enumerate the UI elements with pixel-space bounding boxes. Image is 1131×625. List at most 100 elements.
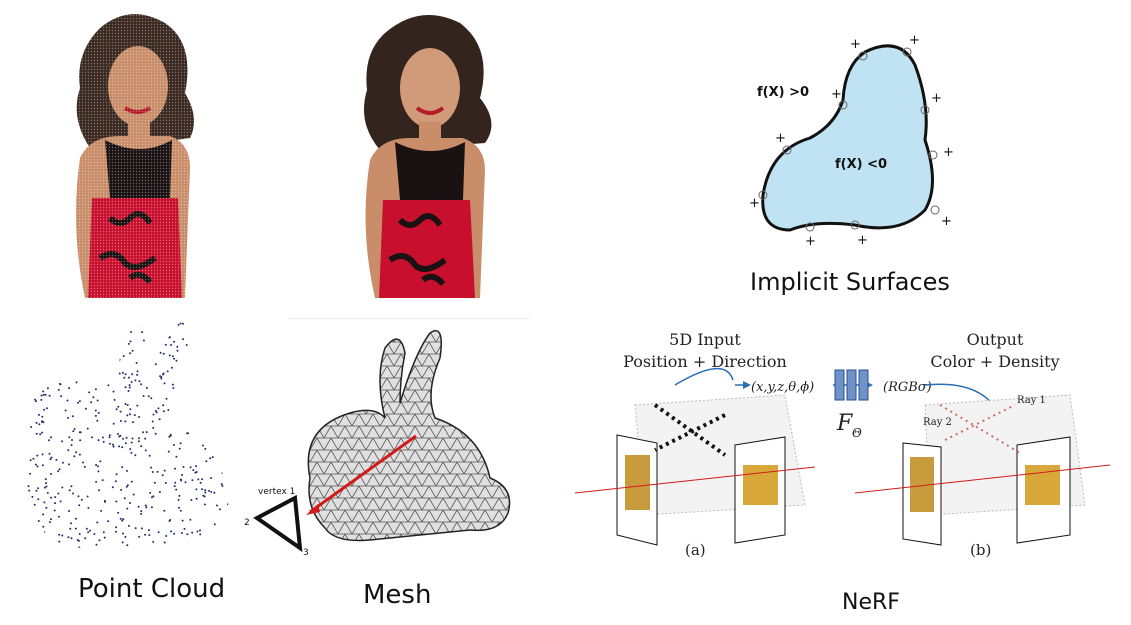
point-dot [163, 469, 166, 472]
point-dot [91, 436, 93, 439]
point-dot [98, 489, 100, 492]
nerf-output-vars: (RGBσ) [883, 380, 932, 395]
point-dot [33, 323, 36, 326]
point-dot [34, 389, 37, 392]
point-dot [34, 398, 37, 401]
point-dot [201, 415, 204, 418]
point-dot [77, 495, 80, 498]
point-dot [122, 355, 125, 357]
point-dot [101, 378, 104, 380]
point-dot [232, 407, 234, 409]
point-dot [237, 395, 239, 397]
ray-1-label: Ray 1 [1017, 395, 1046, 406]
point-dot [75, 451, 77, 454]
point-dot [56, 358, 59, 361]
point-dot [164, 482, 167, 484]
point-dot [93, 533, 96, 535]
point-dot [50, 496, 53, 499]
point-dot [40, 388, 43, 390]
point-dot [49, 458, 52, 461]
point-dot [118, 372, 121, 375]
point-dot [136, 370, 139, 373]
point-dot [90, 401, 93, 404]
point-dot [58, 468, 61, 471]
point-dot [173, 485, 176, 488]
point-dot [151, 327, 154, 330]
point-dot [50, 436, 52, 439]
point-dot [38, 423, 41, 426]
point-dot [138, 380, 141, 383]
point-dot [185, 344, 188, 346]
point-dot [38, 333, 41, 336]
point-dot [105, 326, 108, 329]
point-dot [56, 331, 59, 333]
point-dot [203, 349, 206, 352]
point-dot [192, 469, 195, 472]
point-dot [153, 481, 156, 484]
point-dot [237, 493, 239, 495]
network-subscript: Θ [852, 426, 862, 440]
point-dot [159, 375, 162, 378]
point-dot [100, 509, 103, 512]
point-dot [53, 361, 56, 364]
point-dot [204, 442, 207, 444]
point-dot [224, 449, 227, 452]
point-dot [200, 322, 203, 325]
point-dot [92, 363, 94, 365]
point-dot [225, 343, 228, 346]
point-dot [82, 461, 85, 464]
point-dot [43, 501, 46, 504]
point-dot [48, 394, 51, 397]
point-dot [28, 522, 31, 525]
network-block [834, 369, 869, 401]
ray-2-label: Ray 2 [923, 417, 952, 428]
point-dot [96, 465, 99, 468]
point-dot [61, 486, 64, 489]
point-dot [155, 411, 158, 414]
point-dot [46, 407, 48, 410]
point-dot [83, 465, 86, 468]
point-dot [117, 359, 120, 362]
point-dot [26, 399, 28, 402]
point-dot [231, 412, 233, 414]
point-dot [137, 440, 140, 443]
nerf-diagram: 5D Input Position + Direction Output Col… [565, 325, 1120, 565]
point-dot [119, 420, 122, 422]
point-dot [176, 349, 179, 352]
point-dot [211, 547, 214, 549]
point-dot [58, 382, 61, 385]
point-dot [122, 518, 125, 521]
point-dot [162, 410, 165, 413]
point-dot [166, 370, 169, 373]
point-dot [50, 518, 52, 521]
point-dot [205, 363, 208, 366]
point-dot [201, 488, 203, 491]
point-dot [188, 349, 191, 352]
point-dot [237, 319, 239, 321]
point-dot [186, 533, 189, 536]
point-dot [150, 506, 153, 509]
point-dot [209, 457, 212, 460]
point-dot [144, 449, 147, 452]
point-dot [163, 382, 166, 385]
nerf-caption: NeRF [842, 590, 900, 615]
point-dot [147, 395, 150, 398]
point-dot [228, 319, 230, 321]
point-dot [154, 432, 157, 435]
point-dot [147, 361, 150, 364]
point-dot [194, 432, 197, 435]
point-dot [121, 446, 124, 449]
point-dot [21, 534, 23, 536]
point-dot [199, 350, 202, 353]
point-dot [130, 331, 133, 333]
point-dot [187, 432, 190, 435]
point-dot [42, 390, 45, 393]
point-dot [205, 460, 208, 463]
point-dot [163, 509, 166, 512]
point-dot [216, 504, 218, 507]
point-dot [112, 370, 115, 373]
point-dot [202, 349, 204, 352]
point-dot [182, 338, 185, 341]
point-dot [30, 370, 33, 372]
point-dot [206, 375, 209, 377]
